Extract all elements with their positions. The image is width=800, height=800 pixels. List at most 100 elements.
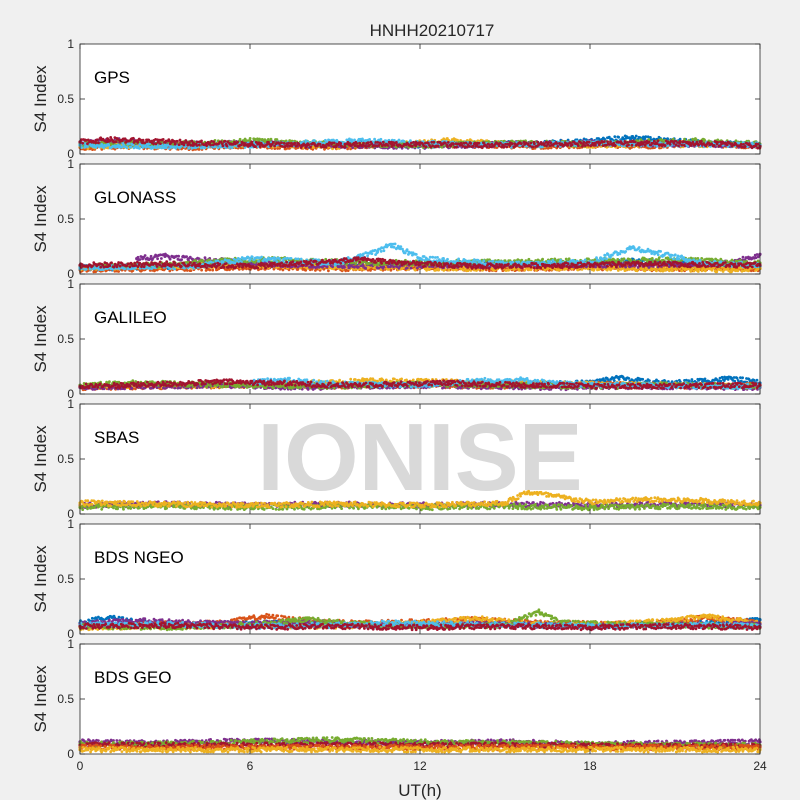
data-point [188, 141, 191, 144]
data-point [309, 146, 312, 149]
data-point [744, 145, 747, 148]
data-point [608, 143, 611, 146]
data-point [354, 144, 357, 147]
data-point [335, 145, 338, 148]
data-point [741, 146, 744, 149]
data-point [135, 139, 138, 142]
data-point [236, 141, 239, 144]
data-point [686, 145, 689, 148]
data-point [286, 144, 289, 147]
data-point [293, 142, 296, 145]
data-point [437, 145, 440, 148]
data-point [613, 135, 616, 138]
figure-title: HNHH20210717 [370, 21, 495, 40]
data-point [319, 143, 322, 146]
data-point [355, 142, 358, 145]
data-point [683, 144, 686, 147]
data-point [617, 136, 620, 139]
data-point [657, 139, 660, 142]
data-point [635, 135, 638, 138]
data-point [327, 144, 330, 147]
data-point [425, 145, 428, 148]
data-point [224, 140, 227, 143]
data-point [145, 146, 148, 149]
data-point [198, 148, 201, 151]
data-point [159, 142, 162, 145]
data-point [697, 144, 700, 147]
data-point [129, 146, 132, 149]
data-point [280, 141, 283, 144]
data-point [469, 142, 472, 145]
data-point [97, 142, 100, 145]
data-point [155, 143, 158, 146]
data-point [560, 143, 563, 146]
data-point [287, 142, 290, 145]
data-point [379, 142, 382, 145]
data-point [631, 144, 634, 147]
data-point [530, 142, 533, 145]
data-point [634, 141, 637, 144]
data-point [520, 142, 523, 145]
y-axis-label: S4 Index [31, 65, 50, 133]
data-point [176, 140, 179, 143]
data-point [395, 141, 398, 144]
data-point [231, 146, 234, 149]
data-point [532, 146, 535, 149]
data-point [627, 144, 630, 147]
data-point [566, 144, 569, 147]
data-point [455, 146, 458, 149]
data-point [716, 141, 719, 144]
data-point [373, 138, 376, 141]
data-point [94, 141, 97, 144]
data-point [102, 146, 105, 149]
panel-glonass: 00.51S4 Index GLONASS [31, 157, 762, 281]
data-point [163, 145, 166, 148]
data-point [126, 147, 129, 150]
data-point [209, 144, 212, 147]
data-point [465, 146, 468, 149]
data-point [390, 143, 393, 146]
data-point [333, 142, 336, 145]
data-point [325, 146, 328, 149]
data-point [380, 138, 383, 141]
data-point [433, 141, 436, 144]
data-point [645, 141, 648, 144]
data-point [555, 142, 558, 145]
data-point [571, 143, 574, 146]
data-point [556, 145, 559, 148]
data-point [217, 146, 220, 149]
data-point [583, 141, 586, 144]
data-point [96, 138, 99, 141]
data-point [614, 144, 617, 147]
data-point [631, 136, 634, 139]
data-point [587, 144, 590, 147]
data-point [152, 142, 155, 145]
data-point [737, 142, 740, 145]
data-point [730, 143, 733, 146]
data-point [178, 143, 181, 146]
data-point [609, 140, 612, 143]
data-point [261, 138, 264, 141]
data-point [447, 141, 450, 144]
data-point [446, 145, 449, 148]
data-point [478, 142, 481, 145]
data-point [107, 144, 110, 147]
data-point [533, 142, 536, 145]
data-point [120, 146, 123, 149]
data-point [339, 142, 342, 145]
data-point [680, 144, 683, 147]
data-point [584, 144, 587, 147]
data-point [577, 144, 580, 147]
data-point [626, 141, 629, 144]
data-point [498, 144, 501, 147]
data-point [603, 140, 606, 143]
data-point [588, 141, 591, 144]
data-point [142, 139, 145, 142]
data-point [192, 141, 195, 144]
data-point [713, 144, 716, 147]
data-point [270, 138, 273, 141]
data-point [283, 142, 286, 145]
data-point [606, 140, 609, 143]
data-point [618, 143, 621, 146]
